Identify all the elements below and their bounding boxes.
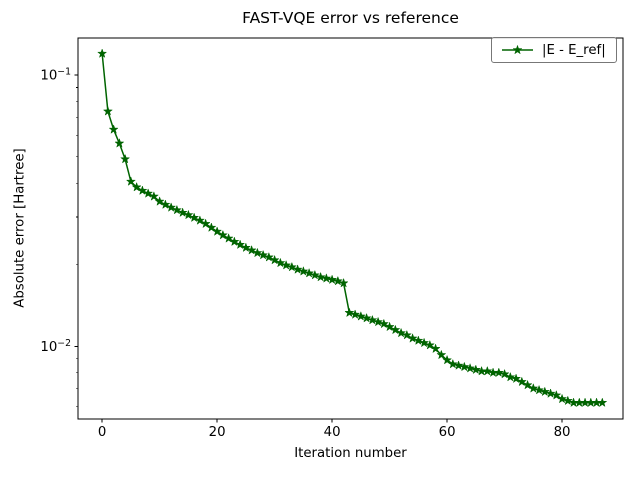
legend-line-sample [502, 44, 533, 55]
legend: |E - E_ref| [491, 37, 617, 63]
legend-label: |E - E_ref| [542, 42, 606, 58]
x-tick-label: 20 [209, 425, 226, 440]
x-axis-label: Iteration number [294, 446, 407, 461]
x-tick-label: 60 [439, 425, 456, 440]
x-tick-label: 80 [554, 425, 571, 440]
x-tick-label: 40 [324, 425, 341, 440]
y-tick-label: 10−1 [40, 67, 71, 84]
y-axis-label: Absolute error [Hartree] [12, 148, 28, 308]
y-tick-label: 10−2 [40, 338, 71, 355]
error-series-markers [97, 48, 608, 408]
error-series-line [101, 52, 604, 404]
x-tick-label: 0 [98, 425, 106, 440]
chart-title: FAST-VQE error vs reference [242, 9, 459, 27]
legend-star-marker-icon [512, 44, 523, 55]
plot-frame [77, 37, 624, 420]
